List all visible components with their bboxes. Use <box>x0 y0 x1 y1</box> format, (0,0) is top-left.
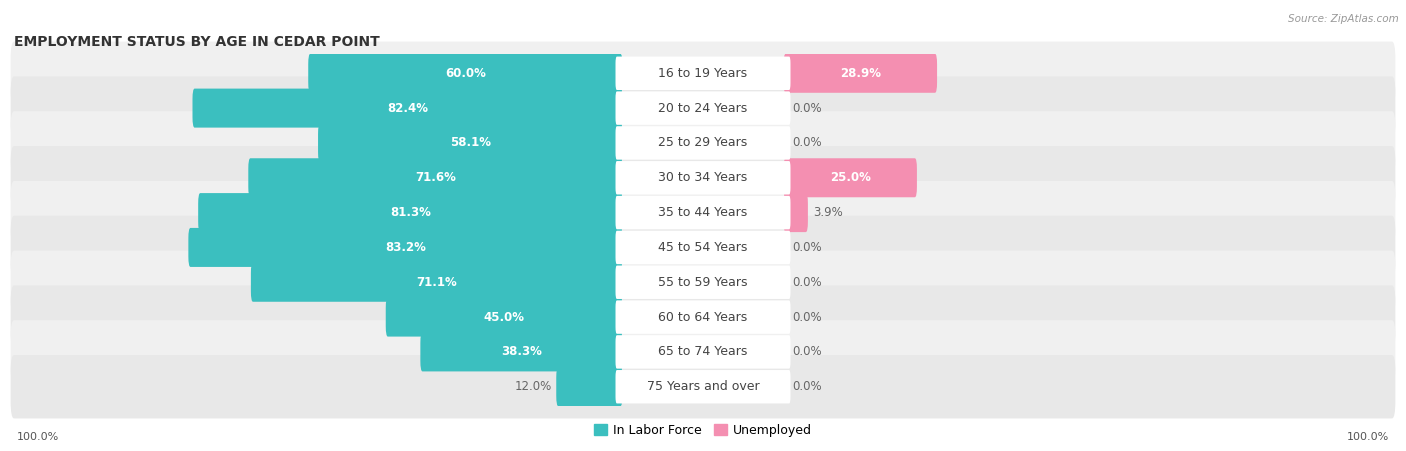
FancyBboxPatch shape <box>11 251 1395 314</box>
FancyBboxPatch shape <box>616 266 790 299</box>
FancyBboxPatch shape <box>11 181 1395 244</box>
Legend: In Labor Force, Unemployed: In Labor Force, Unemployed <box>589 419 817 442</box>
FancyBboxPatch shape <box>249 158 623 197</box>
FancyBboxPatch shape <box>420 332 623 372</box>
Text: 71.6%: 71.6% <box>415 171 456 184</box>
Text: 45.0%: 45.0% <box>484 311 524 323</box>
Text: 60 to 64 Years: 60 to 64 Years <box>658 311 748 323</box>
Text: 30 to 34 Years: 30 to 34 Years <box>658 171 748 184</box>
FancyBboxPatch shape <box>616 92 790 125</box>
Text: 25 to 29 Years: 25 to 29 Years <box>658 137 748 149</box>
Text: 100.0%: 100.0% <box>1347 432 1389 442</box>
Text: 0.0%: 0.0% <box>793 276 823 289</box>
FancyBboxPatch shape <box>11 146 1395 209</box>
Text: 82.4%: 82.4% <box>387 101 427 115</box>
FancyBboxPatch shape <box>11 111 1395 175</box>
FancyBboxPatch shape <box>616 370 790 404</box>
FancyBboxPatch shape <box>188 228 623 267</box>
Text: 58.1%: 58.1% <box>450 137 491 149</box>
Text: 12.0%: 12.0% <box>515 380 551 393</box>
Text: 65 to 74 Years: 65 to 74 Years <box>658 345 748 359</box>
FancyBboxPatch shape <box>193 88 623 128</box>
Text: 75 Years and over: 75 Years and over <box>647 380 759 393</box>
FancyBboxPatch shape <box>11 285 1395 349</box>
FancyBboxPatch shape <box>11 355 1395 419</box>
FancyBboxPatch shape <box>616 56 790 90</box>
FancyBboxPatch shape <box>616 231 790 264</box>
Text: 100.0%: 100.0% <box>17 432 59 442</box>
Text: 0.0%: 0.0% <box>793 380 823 393</box>
FancyBboxPatch shape <box>385 298 623 336</box>
FancyBboxPatch shape <box>616 196 790 229</box>
FancyBboxPatch shape <box>783 193 808 232</box>
FancyBboxPatch shape <box>783 54 936 93</box>
Text: 3.9%: 3.9% <box>813 206 842 219</box>
Text: 35 to 44 Years: 35 to 44 Years <box>658 206 748 219</box>
Text: EMPLOYMENT STATUS BY AGE IN CEDAR POINT: EMPLOYMENT STATUS BY AGE IN CEDAR POINT <box>14 35 380 49</box>
FancyBboxPatch shape <box>11 216 1395 279</box>
Text: 38.3%: 38.3% <box>501 345 541 359</box>
Text: 81.3%: 81.3% <box>389 206 430 219</box>
Text: 0.0%: 0.0% <box>793 137 823 149</box>
FancyBboxPatch shape <box>198 193 623 232</box>
FancyBboxPatch shape <box>318 124 623 162</box>
Text: 28.9%: 28.9% <box>839 67 880 80</box>
Text: 71.1%: 71.1% <box>416 276 457 289</box>
Text: 16 to 19 Years: 16 to 19 Years <box>658 67 748 80</box>
FancyBboxPatch shape <box>616 161 790 194</box>
Text: 0.0%: 0.0% <box>793 241 823 254</box>
Text: 55 to 59 Years: 55 to 59 Years <box>658 276 748 289</box>
Text: 0.0%: 0.0% <box>793 345 823 359</box>
Text: 0.0%: 0.0% <box>793 311 823 323</box>
Text: 25.0%: 25.0% <box>830 171 870 184</box>
Text: 20 to 24 Years: 20 to 24 Years <box>658 101 748 115</box>
Text: 83.2%: 83.2% <box>385 241 426 254</box>
FancyBboxPatch shape <box>11 41 1395 105</box>
FancyBboxPatch shape <box>616 300 790 334</box>
FancyBboxPatch shape <box>11 76 1395 140</box>
FancyBboxPatch shape <box>783 158 917 197</box>
FancyBboxPatch shape <box>308 54 623 93</box>
Text: 0.0%: 0.0% <box>793 101 823 115</box>
Text: Source: ZipAtlas.com: Source: ZipAtlas.com <box>1288 14 1399 23</box>
FancyBboxPatch shape <box>557 367 623 406</box>
FancyBboxPatch shape <box>616 126 790 160</box>
Text: 60.0%: 60.0% <box>444 67 485 80</box>
FancyBboxPatch shape <box>250 263 623 302</box>
Text: 45 to 54 Years: 45 to 54 Years <box>658 241 748 254</box>
FancyBboxPatch shape <box>11 320 1395 384</box>
FancyBboxPatch shape <box>616 335 790 368</box>
